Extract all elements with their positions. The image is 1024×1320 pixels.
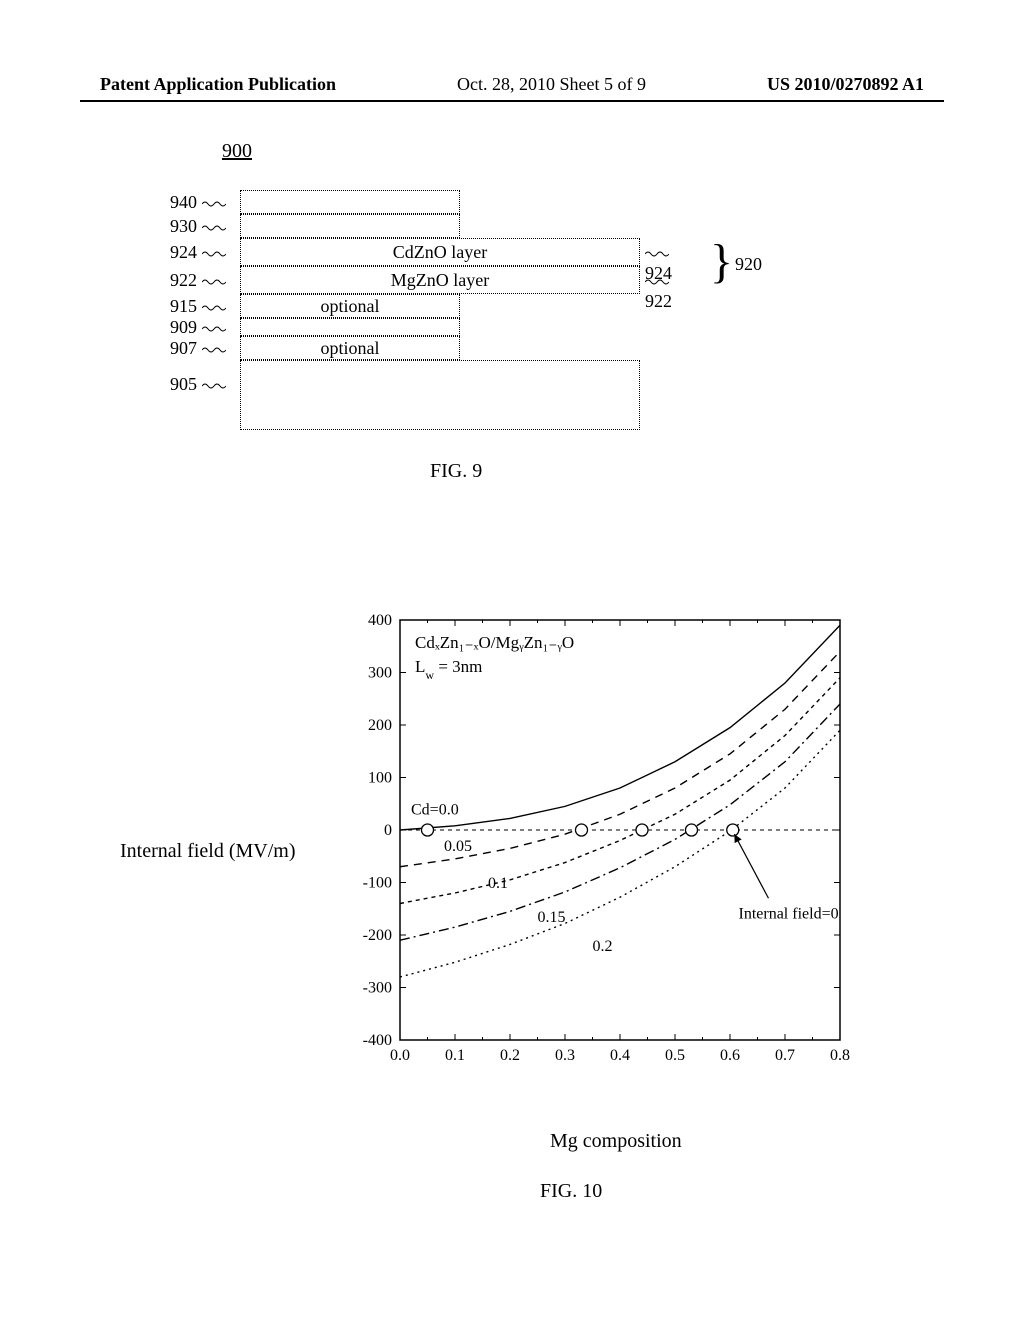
svg-text:0.4: 0.4	[610, 1047, 630, 1064]
layer-940	[240, 190, 460, 214]
svg-text:Cd=0.0: Cd=0.0	[411, 801, 459, 818]
header-right: US 2010/0270892 A1	[767, 74, 924, 95]
layer-label-924: 924	[170, 242, 226, 263]
svg-text:0.5: 0.5	[665, 1047, 685, 1064]
svg-text:0.05: 0.05	[444, 838, 472, 855]
layer-930	[240, 214, 460, 238]
svg-text:400: 400	[368, 612, 392, 629]
layer-922: MgZnO layer	[240, 266, 640, 294]
page-header: Patent Application Publication Oct. 28, …	[0, 74, 1024, 95]
svg-text:300: 300	[368, 665, 392, 682]
header-mid: Oct. 28, 2010 Sheet 5 of 9	[457, 74, 646, 95]
svg-text:0.1: 0.1	[488, 875, 508, 892]
svg-text:Lw = 3nm: Lw = 3nm	[415, 657, 482, 682]
svg-text:0.15: 0.15	[538, 909, 566, 926]
svg-text:Internal field=0: Internal field=0	[739, 905, 839, 922]
svg-text:0.2: 0.2	[500, 1047, 520, 1064]
layer-label-915: 915	[170, 296, 226, 317]
layer-915: optional	[240, 294, 460, 318]
svg-text:-200: -200	[363, 927, 392, 944]
brace-label-920: 920	[735, 254, 762, 275]
svg-text:100: 100	[368, 770, 392, 787]
fig10-caption: FIG. 10	[540, 1180, 602, 1203]
svg-text:0.7: 0.7	[775, 1047, 795, 1064]
svg-text:200: 200	[368, 717, 392, 734]
layer-label-907: 907	[170, 338, 226, 359]
layer-907: optional	[240, 336, 460, 360]
plot-svg: -400 -300 -200 -100 0 100 200 300 400 0.0 0.1 0.2 0.…	[350, 610, 850, 1080]
fig10-plot: -400 -300 -200 -100 0 100 200 300 400 0.0 0.1 0.2 0.…	[350, 610, 850, 1085]
header-rule	[80, 100, 944, 102]
layer-label-940: 940	[170, 192, 226, 213]
layer-label-905: 905	[170, 374, 226, 395]
fig10-ylabel: Internal field (MV/m)	[120, 840, 296, 863]
svg-text:0.2: 0.2	[593, 938, 613, 955]
svg-text:0: 0	[384, 822, 392, 839]
svg-text:-100: -100	[363, 875, 392, 892]
svg-text:0.6: 0.6	[720, 1047, 740, 1064]
brace-920: }	[710, 234, 733, 289]
layer-909	[240, 318, 460, 336]
header-left: Patent Application Publication	[100, 74, 336, 95]
svg-text:0.8: 0.8	[830, 1047, 850, 1064]
layer-905	[240, 360, 640, 430]
layer-label-930: 930	[170, 216, 226, 237]
layer-924: CdZnO layer	[240, 238, 640, 266]
svg-text:-400: -400	[363, 1032, 392, 1049]
layer-label-909: 909	[170, 317, 226, 338]
fig9-title: 900	[222, 140, 252, 163]
svg-text:0.1: 0.1	[445, 1047, 465, 1064]
svg-text:0.3: 0.3	[555, 1047, 575, 1064]
svg-text:CdₓZn₁₋ₓO/MgᵧZn₁₋ᵧO: CdₓZn₁₋ₓO/MgᵧZn₁₋ᵧO	[415, 633, 574, 652]
svg-text:-300: -300	[363, 980, 392, 997]
layer-label-922: 922	[170, 270, 226, 291]
fig9-caption: FIG. 9	[430, 460, 482, 483]
svg-text:0.0: 0.0	[390, 1047, 410, 1064]
figure-10: Internal field (MV/m) -400 -300 -200 -100 0 1…	[120, 600, 900, 1200]
fig10-xlabel: Mg composition	[550, 1130, 682, 1153]
layer-right-label-922: 922	[645, 270, 672, 312]
